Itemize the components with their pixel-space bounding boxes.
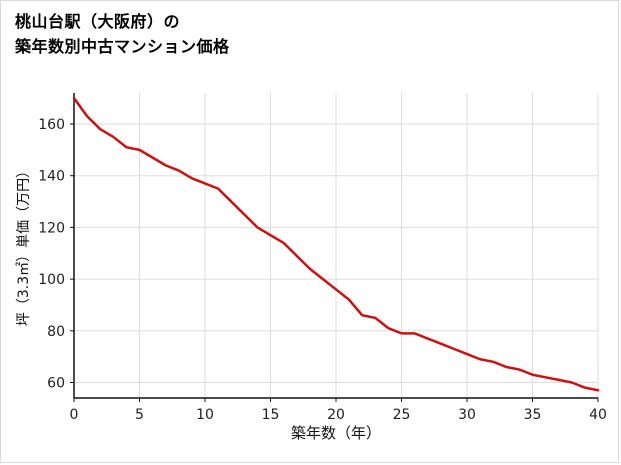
y-tick-label: 80 [47,324,65,340]
y-tick-label: 160 [38,117,65,133]
chart-title-line-1: 桃山台駅（大阪府）の [15,12,181,31]
price-line-series [72,96,600,392]
x-tick-label: 40 [589,407,607,423]
y-tick-label: 140 [38,169,65,185]
x-axis-label: 築年数（年） [290,424,382,442]
x-tick-label: 30 [458,407,476,423]
x-tick-label: 35 [524,407,542,423]
x-tick-label: 10 [196,407,214,423]
x-tick-label: 5 [135,407,144,423]
y-axis-label: 坪（3.3㎡）単価（万円） [16,163,32,327]
x-tick-label: 0 [70,407,79,423]
x-tick-label: 25 [393,407,411,423]
x-tick-label: 20 [327,407,345,423]
price-line-chart: 60 80 100 120 140 160 0 5 10 15 20 25 30 35 40 [38,93,607,423]
chart-title-line-2: 築年数別中古マンション価格 [15,36,230,56]
chart-title: 桃山台駅（大阪府）の 築年数別中古マンション価格 [15,10,230,60]
y-tick-label: 120 [38,220,65,236]
y-tick-label: 60 [47,375,65,391]
x-tick-label: 15 [262,407,280,423]
y-tick-label: 100 [38,272,65,288]
